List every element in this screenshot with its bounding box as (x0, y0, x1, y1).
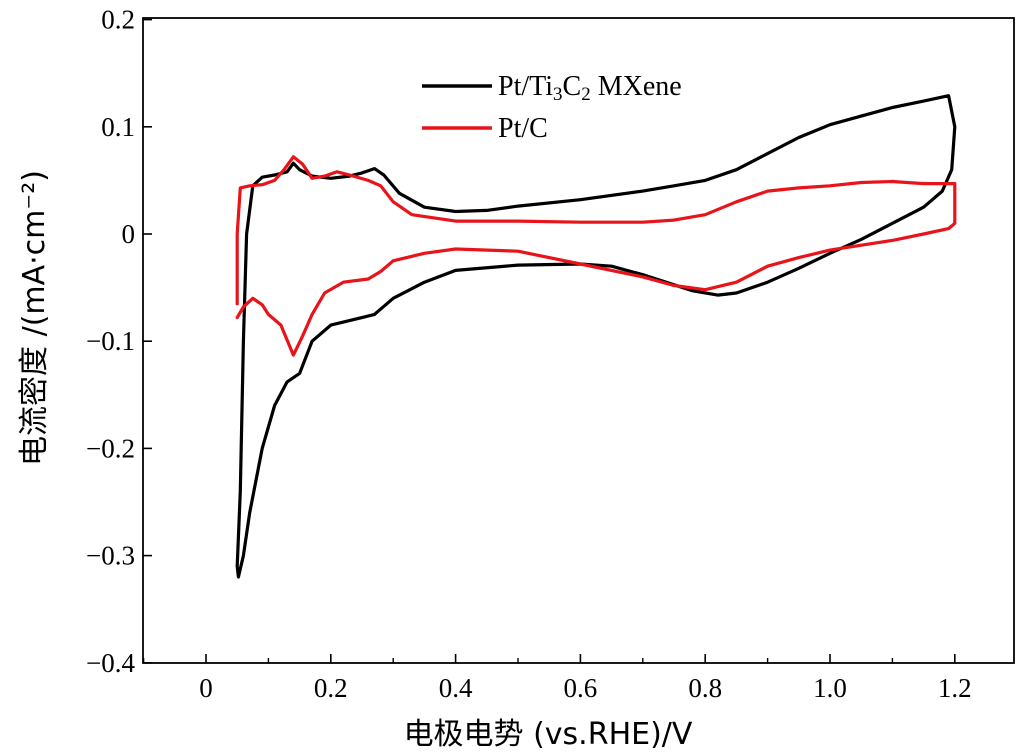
legend-label-1: Pt/C (498, 113, 548, 144)
y-tick-label: −0.4 (86, 648, 135, 678)
legend-label-0: Pt/Ti3C2 MXene (498, 71, 682, 105)
x-tick-label: 1.2 (938, 673, 972, 703)
x-tick-label: 1.0 (813, 673, 847, 703)
y-tick-label: 0.1 (101, 112, 135, 142)
x-tick-label: 0.6 (564, 673, 598, 703)
y-axis-title: 电流密度 /(mA·cm⁻²) (17, 170, 52, 466)
x-axis-title: 电极电势 (vs.RHE)/V (404, 717, 693, 752)
y-tick-label: −0.1 (86, 326, 135, 356)
y-tick-label: −0.2 (86, 433, 135, 463)
y-tick-label: 0.2 (101, 5, 135, 35)
x-tick-label: 0.4 (439, 673, 473, 703)
x-tick-label: 0.2 (314, 673, 348, 703)
x-tick-label: 0.8 (688, 673, 722, 703)
series-line-1 (235, 155, 957, 357)
axis-ticks: 0 0.2 0.4 0.6 0.8 1.0 1.2 0.2 0.1 0 −0.1 −0.2 −0.3 −0… (86, 5, 972, 703)
x-tick-label: 0 (199, 673, 213, 703)
legend: Pt/Ti3C2 MXene Pt/C (422, 71, 682, 144)
y-tick-label: −0.3 (86, 541, 135, 571)
y-tick-label: 0 (122, 219, 136, 249)
series-lines (235, 94, 957, 579)
